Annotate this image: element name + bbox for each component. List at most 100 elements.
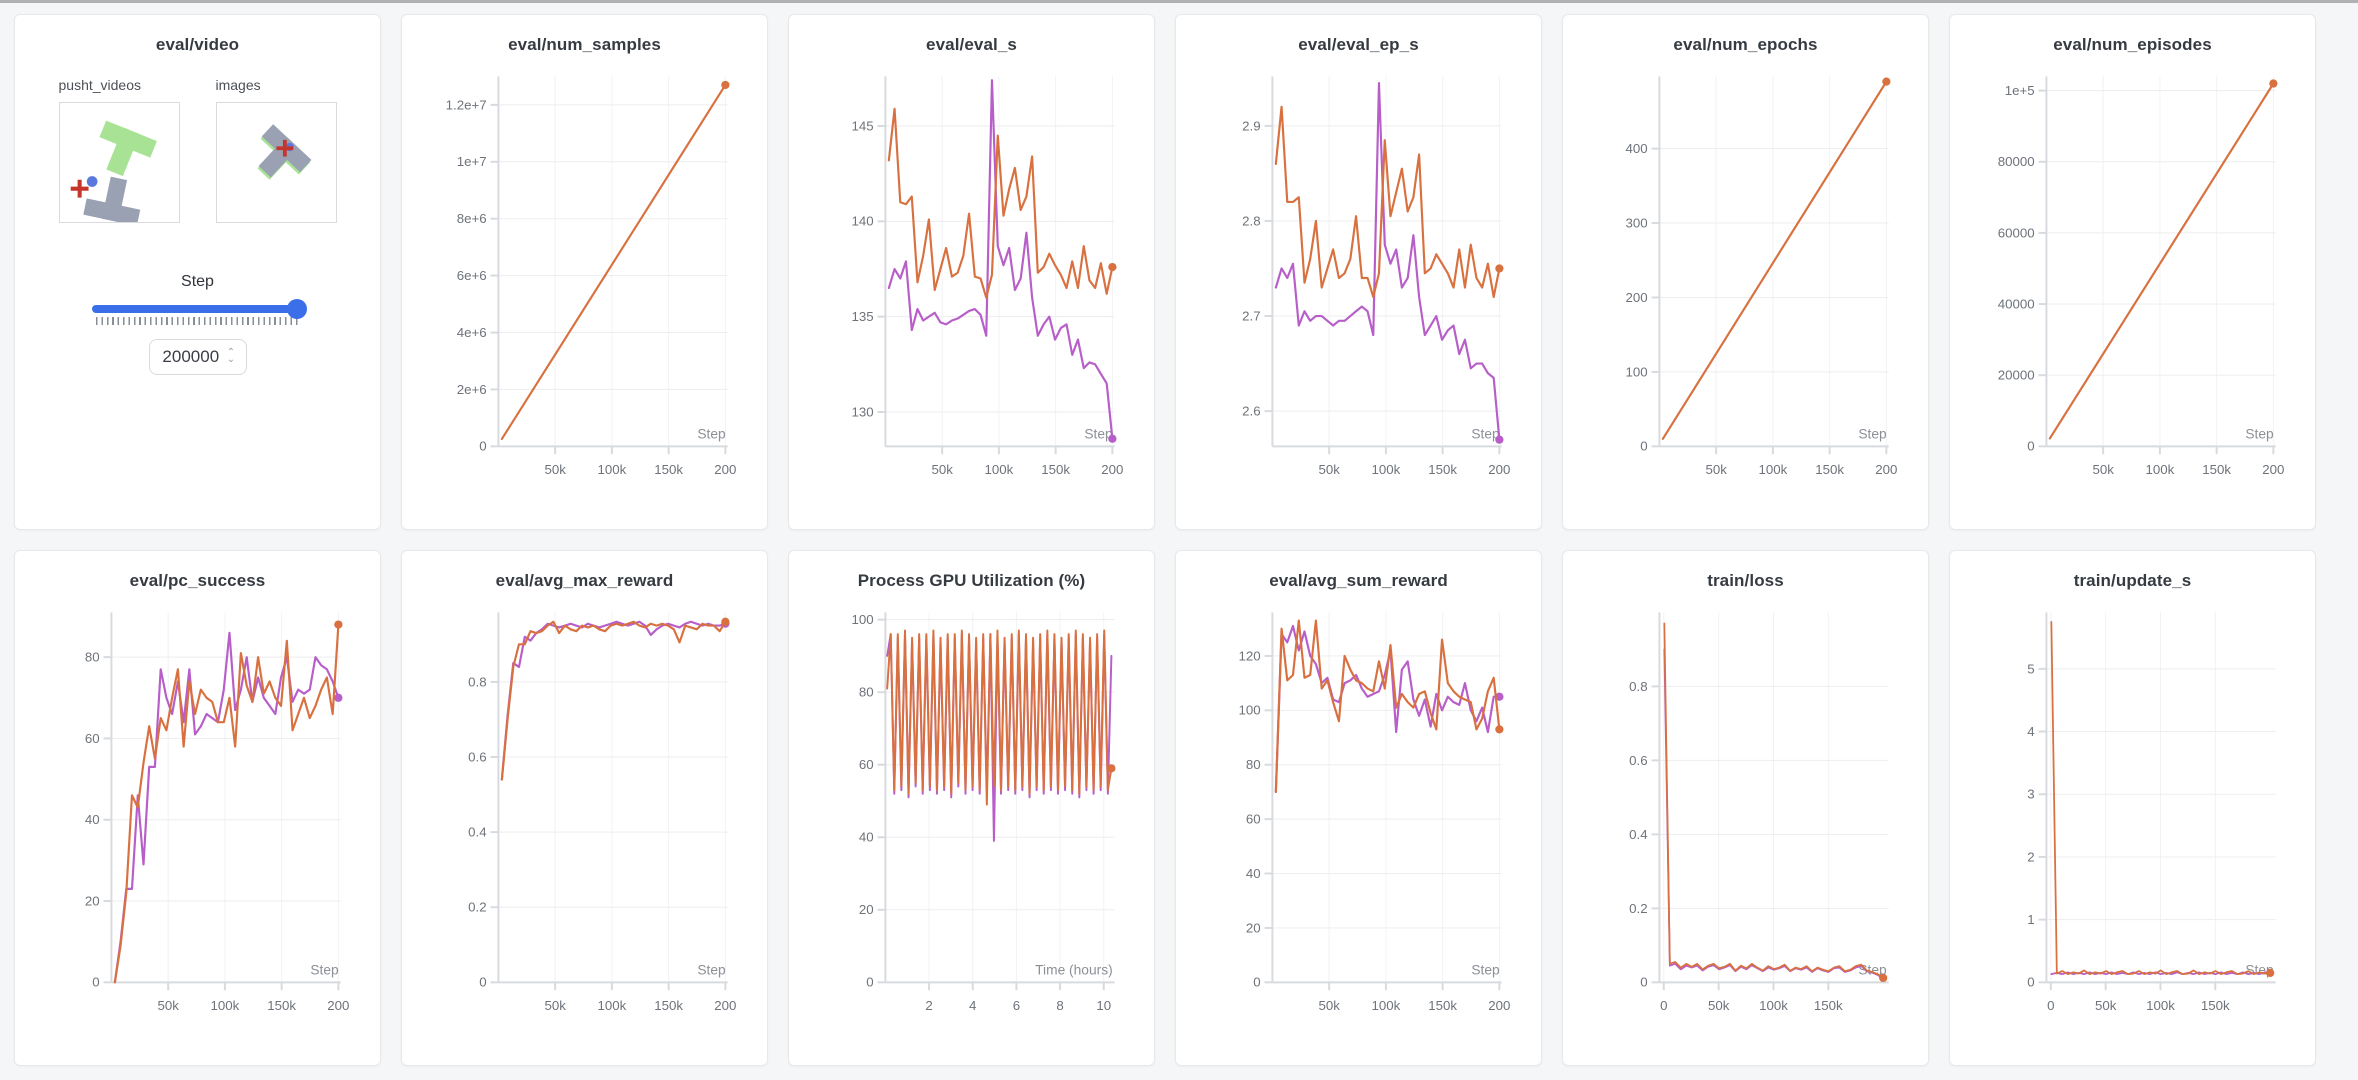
svg-text:1e+7: 1e+7	[457, 154, 487, 169]
chart-title: eval/num_samples	[508, 35, 661, 54]
series-run-orange	[2050, 620, 2272, 976]
svg-text:140: 140	[851, 214, 873, 229]
svg-text:150k: 150k	[2202, 462, 2231, 477]
panel-title: eval/video	[155, 35, 240, 54]
svg-text:2: 2	[925, 998, 932, 1013]
chart-panel: eval/num_episodes 0 20000 40000 60000 80000 1…	[1949, 14, 2316, 530]
svg-text:200: 200	[1875, 462, 1897, 477]
chart-title: eval/num_episodes	[2053, 35, 2212, 54]
series-run-orange	[886, 629, 1113, 806]
image-thumbnail[interactable]	[215, 102, 337, 223]
svg-text:Step: Step	[1471, 426, 1500, 441]
chart-canvas[interactable]: 0 20 40 60 80 100 120 50k 100k 150k 200 Step	[1176, 595, 1541, 1045]
series-end-dot-run-orange	[2266, 968, 2275, 978]
svg-text:100k: 100k	[1372, 462, 1401, 477]
svg-text:4: 4	[2027, 724, 2034, 739]
series-end-dot-run-orange	[2269, 79, 2278, 88]
svg-text:60: 60	[1246, 812, 1261, 827]
series-run-purple	[1274, 82, 1501, 441]
series-end-dot-run-orange	[1108, 262, 1117, 272]
series-run-orange	[1274, 619, 1501, 794]
svg-text:0: 0	[479, 975, 486, 990]
svg-text:200: 200	[327, 998, 349, 1013]
svg-text:0: 0	[2047, 998, 2054, 1013]
svg-text:400: 400	[1625, 141, 1647, 156]
series-end-dot-run-orange	[1879, 973, 1888, 983]
svg-text:40: 40	[859, 830, 874, 845]
chart-canvas[interactable]: 0 100 200 300 400 50k 100k 150k 200 Step	[1563, 59, 1928, 509]
step-slider[interactable]	[91, 299, 307, 325]
chevron-down-icon[interactable]: ⌄	[226, 354, 236, 365]
svg-text:50k: 50k	[157, 998, 179, 1013]
series-run-orange	[887, 107, 1114, 299]
series-run-orange	[500, 620, 727, 781]
chart-canvas[interactable]: 130 135 140 145 50k 100k 150k 200 Step	[789, 59, 1154, 509]
chart-canvas[interactable]: 0 20000 40000 60000 80000 1e+5 50k 100k 150k 200 S…	[1950, 59, 2315, 509]
slider-thumb[interactable]	[286, 299, 307, 319]
chart-panel: eval/eval_ep_s 2.6 2.7 2.8 2.9 50k 100k 150k 20…	[1175, 14, 1542, 530]
tee-gray	[82, 176, 140, 222]
svg-text:0.6: 0.6	[468, 749, 486, 764]
series-end-dot-run-purple	[1108, 434, 1117, 443]
svg-text:80: 80	[1246, 757, 1261, 772]
svg-text:0.6: 0.6	[1629, 753, 1647, 768]
svg-text:100: 100	[1625, 364, 1647, 379]
svg-text:200: 200	[1488, 998, 1510, 1013]
viewport-top-edge	[0, 0, 2358, 3]
svg-text:1: 1	[2027, 912, 2034, 927]
chart-title: eval/avg_sum_reward	[1269, 571, 1448, 590]
svg-text:2.6: 2.6	[1242, 404, 1260, 419]
target-cross	[70, 179, 89, 198]
step-value-input[interactable]	[159, 347, 222, 367]
svg-text:0: 0	[866, 975, 873, 990]
svg-text:150k: 150k	[654, 998, 683, 1013]
svg-text:0: 0	[479, 439, 486, 454]
svg-text:135: 135	[851, 309, 873, 324]
chart-canvas[interactable]: 0 0.2 0.4 0.6 0.8 50k 100k 150k 200 Step	[402, 595, 767, 1045]
chart-canvas[interactable]: 2.6 2.7 2.8 2.9 50k 100k 150k 200 Step	[1176, 59, 1541, 509]
svg-text:20: 20	[1246, 920, 1261, 935]
svg-text:10: 10	[1096, 998, 1111, 1013]
series-end-dot-run-purple	[1495, 435, 1504, 444]
chart-canvas[interactable]: 0 0.2 0.4 0.6 0.8 0 50k 100k 150k Step	[1563, 595, 1928, 1045]
svg-text:150k: 150k	[267, 998, 296, 1013]
chart-panel: eval/avg_max_reward 0 0.2 0.4 0.6 0.8 50k 100k…	[401, 550, 768, 1066]
series-run-purple	[887, 79, 1114, 440]
series-end-dot-run-orange	[721, 617, 730, 626]
panel-grid: eval/video pusht_videos	[0, 3, 2330, 1080]
chevron-up-icon[interactable]: ⌃	[226, 347, 236, 358]
video-thumbnail-pusht[interactable]	[58, 102, 180, 223]
slider-track[interactable]	[91, 299, 307, 319]
target-cross	[276, 139, 293, 157]
svg-text:1.2e+7: 1.2e+7	[446, 97, 487, 112]
chart-canvas[interactable]: 0 20 40 60 80 100 2 4 6 8 10 Time (hours)	[789, 595, 1154, 1045]
svg-text:50k: 50k	[544, 462, 566, 477]
series-end-dot-run-orange	[1107, 764, 1116, 773]
svg-text:80: 80	[859, 685, 874, 700]
svg-text:100k: 100k	[2146, 998, 2175, 1013]
series-run-orange	[500, 83, 727, 441]
series-run-orange	[1663, 622, 1885, 979]
svg-text:200: 200	[1625, 290, 1647, 305]
svg-text:2: 2	[2027, 849, 2034, 864]
svg-text:8e+6: 8e+6	[457, 211, 487, 226]
svg-text:150k: 150k	[1428, 462, 1457, 477]
series-end-dot-run-orange	[1495, 725, 1504, 734]
svg-text:200: 200	[1101, 462, 1123, 477]
svg-text:0.4: 0.4	[1629, 827, 1647, 842]
series-run-orange	[2048, 82, 2275, 440]
chart-title: eval/eval_s	[926, 35, 1017, 54]
chart-title: eval/eval_ep_s	[1298, 35, 1419, 54]
step-value-box: ⌃⌄	[148, 339, 247, 375]
svg-text:100k: 100k	[985, 462, 1014, 477]
svg-text:Step: Step	[697, 962, 726, 977]
series-run-orange	[113, 623, 340, 984]
chart-panel: eval/eval_s 130 135 140 145 50k 100k 150k 200 St…	[788, 14, 1155, 530]
chart-canvas[interactable]: 0 2e+6 4e+6 6e+6 8e+6 1e+7 1.2e+7 50k 100k 150k 20…	[402, 59, 767, 509]
chart-canvas[interactable]: 0 20 40 60 80 50k 100k 150k 200 Step	[15, 595, 380, 1045]
svg-text:4e+6: 4e+6	[457, 325, 487, 340]
svg-text:100k: 100k	[1759, 998, 1788, 1013]
svg-text:50k: 50k	[1318, 462, 1340, 477]
tee-green	[98, 120, 157, 177]
